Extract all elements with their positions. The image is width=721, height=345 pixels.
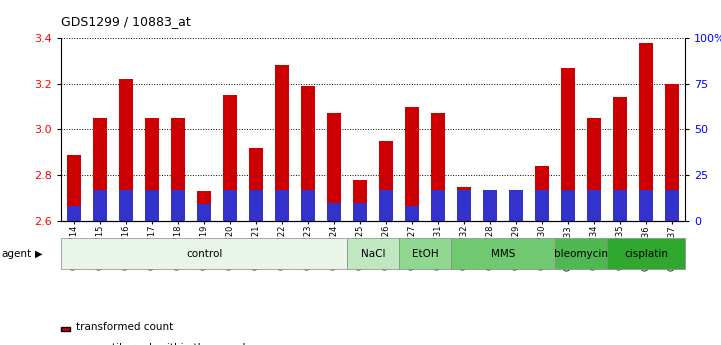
- Text: bleomycin: bleomycin: [554, 249, 608, 258]
- Bar: [457, 187, 472, 221]
- Bar: [431, 114, 446, 221]
- Bar: [67, 206, 81, 221]
- Bar: [665, 84, 679, 221]
- Bar: [457, 190, 472, 221]
- Bar: [483, 194, 497, 221]
- Bar: [93, 190, 107, 221]
- Bar: [451, 238, 555, 269]
- Bar: [145, 118, 159, 221]
- Text: MMS: MMS: [491, 249, 516, 258]
- Bar: [275, 66, 289, 221]
- Bar: [405, 206, 419, 221]
- Bar: [561, 68, 575, 221]
- Bar: [223, 190, 237, 221]
- Bar: [399, 238, 451, 269]
- Bar: [171, 118, 185, 221]
- Bar: [197, 191, 211, 221]
- Bar: [535, 166, 549, 221]
- Text: agent: agent: [1, 249, 32, 258]
- Bar: [431, 190, 446, 221]
- Bar: [171, 190, 185, 221]
- Bar: [613, 97, 627, 221]
- Bar: [275, 190, 289, 221]
- Text: NaCl: NaCl: [361, 249, 385, 258]
- Bar: [535, 190, 549, 221]
- Bar: [379, 190, 393, 221]
- Text: transformed count: transformed count: [76, 322, 173, 332]
- Bar: [347, 238, 399, 269]
- Bar: [561, 190, 575, 221]
- Bar: [555, 238, 607, 269]
- Bar: [613, 190, 627, 221]
- Bar: [93, 118, 107, 221]
- Bar: [301, 190, 315, 221]
- Bar: [119, 79, 133, 221]
- Bar: [67, 155, 81, 221]
- Bar: [665, 190, 679, 221]
- Bar: [379, 141, 393, 221]
- Bar: [301, 86, 315, 221]
- Bar: [639, 42, 653, 221]
- Bar: [61, 238, 347, 269]
- Bar: [249, 190, 263, 221]
- Bar: [405, 107, 419, 221]
- Text: GDS1299 / 10883_at: GDS1299 / 10883_at: [61, 16, 191, 29]
- Text: percentile rank within the sample: percentile rank within the sample: [76, 343, 252, 345]
- Text: ▶: ▶: [35, 249, 42, 258]
- Bar: [587, 118, 601, 221]
- Bar: [587, 190, 601, 221]
- Bar: [483, 190, 497, 221]
- Bar: [249, 148, 263, 221]
- Bar: [509, 190, 523, 221]
- Text: cisplatin: cisplatin: [624, 249, 668, 258]
- Bar: [197, 204, 211, 221]
- Text: EtOH: EtOH: [412, 249, 438, 258]
- Bar: [327, 203, 341, 221]
- Bar: [509, 198, 523, 221]
- Bar: [607, 238, 685, 269]
- Bar: [119, 190, 133, 221]
- Bar: [639, 190, 653, 221]
- Bar: [223, 95, 237, 221]
- Text: control: control: [186, 249, 222, 258]
- Bar: [353, 180, 367, 221]
- Bar: [327, 114, 341, 221]
- Bar: [353, 203, 367, 221]
- Bar: [145, 190, 159, 221]
